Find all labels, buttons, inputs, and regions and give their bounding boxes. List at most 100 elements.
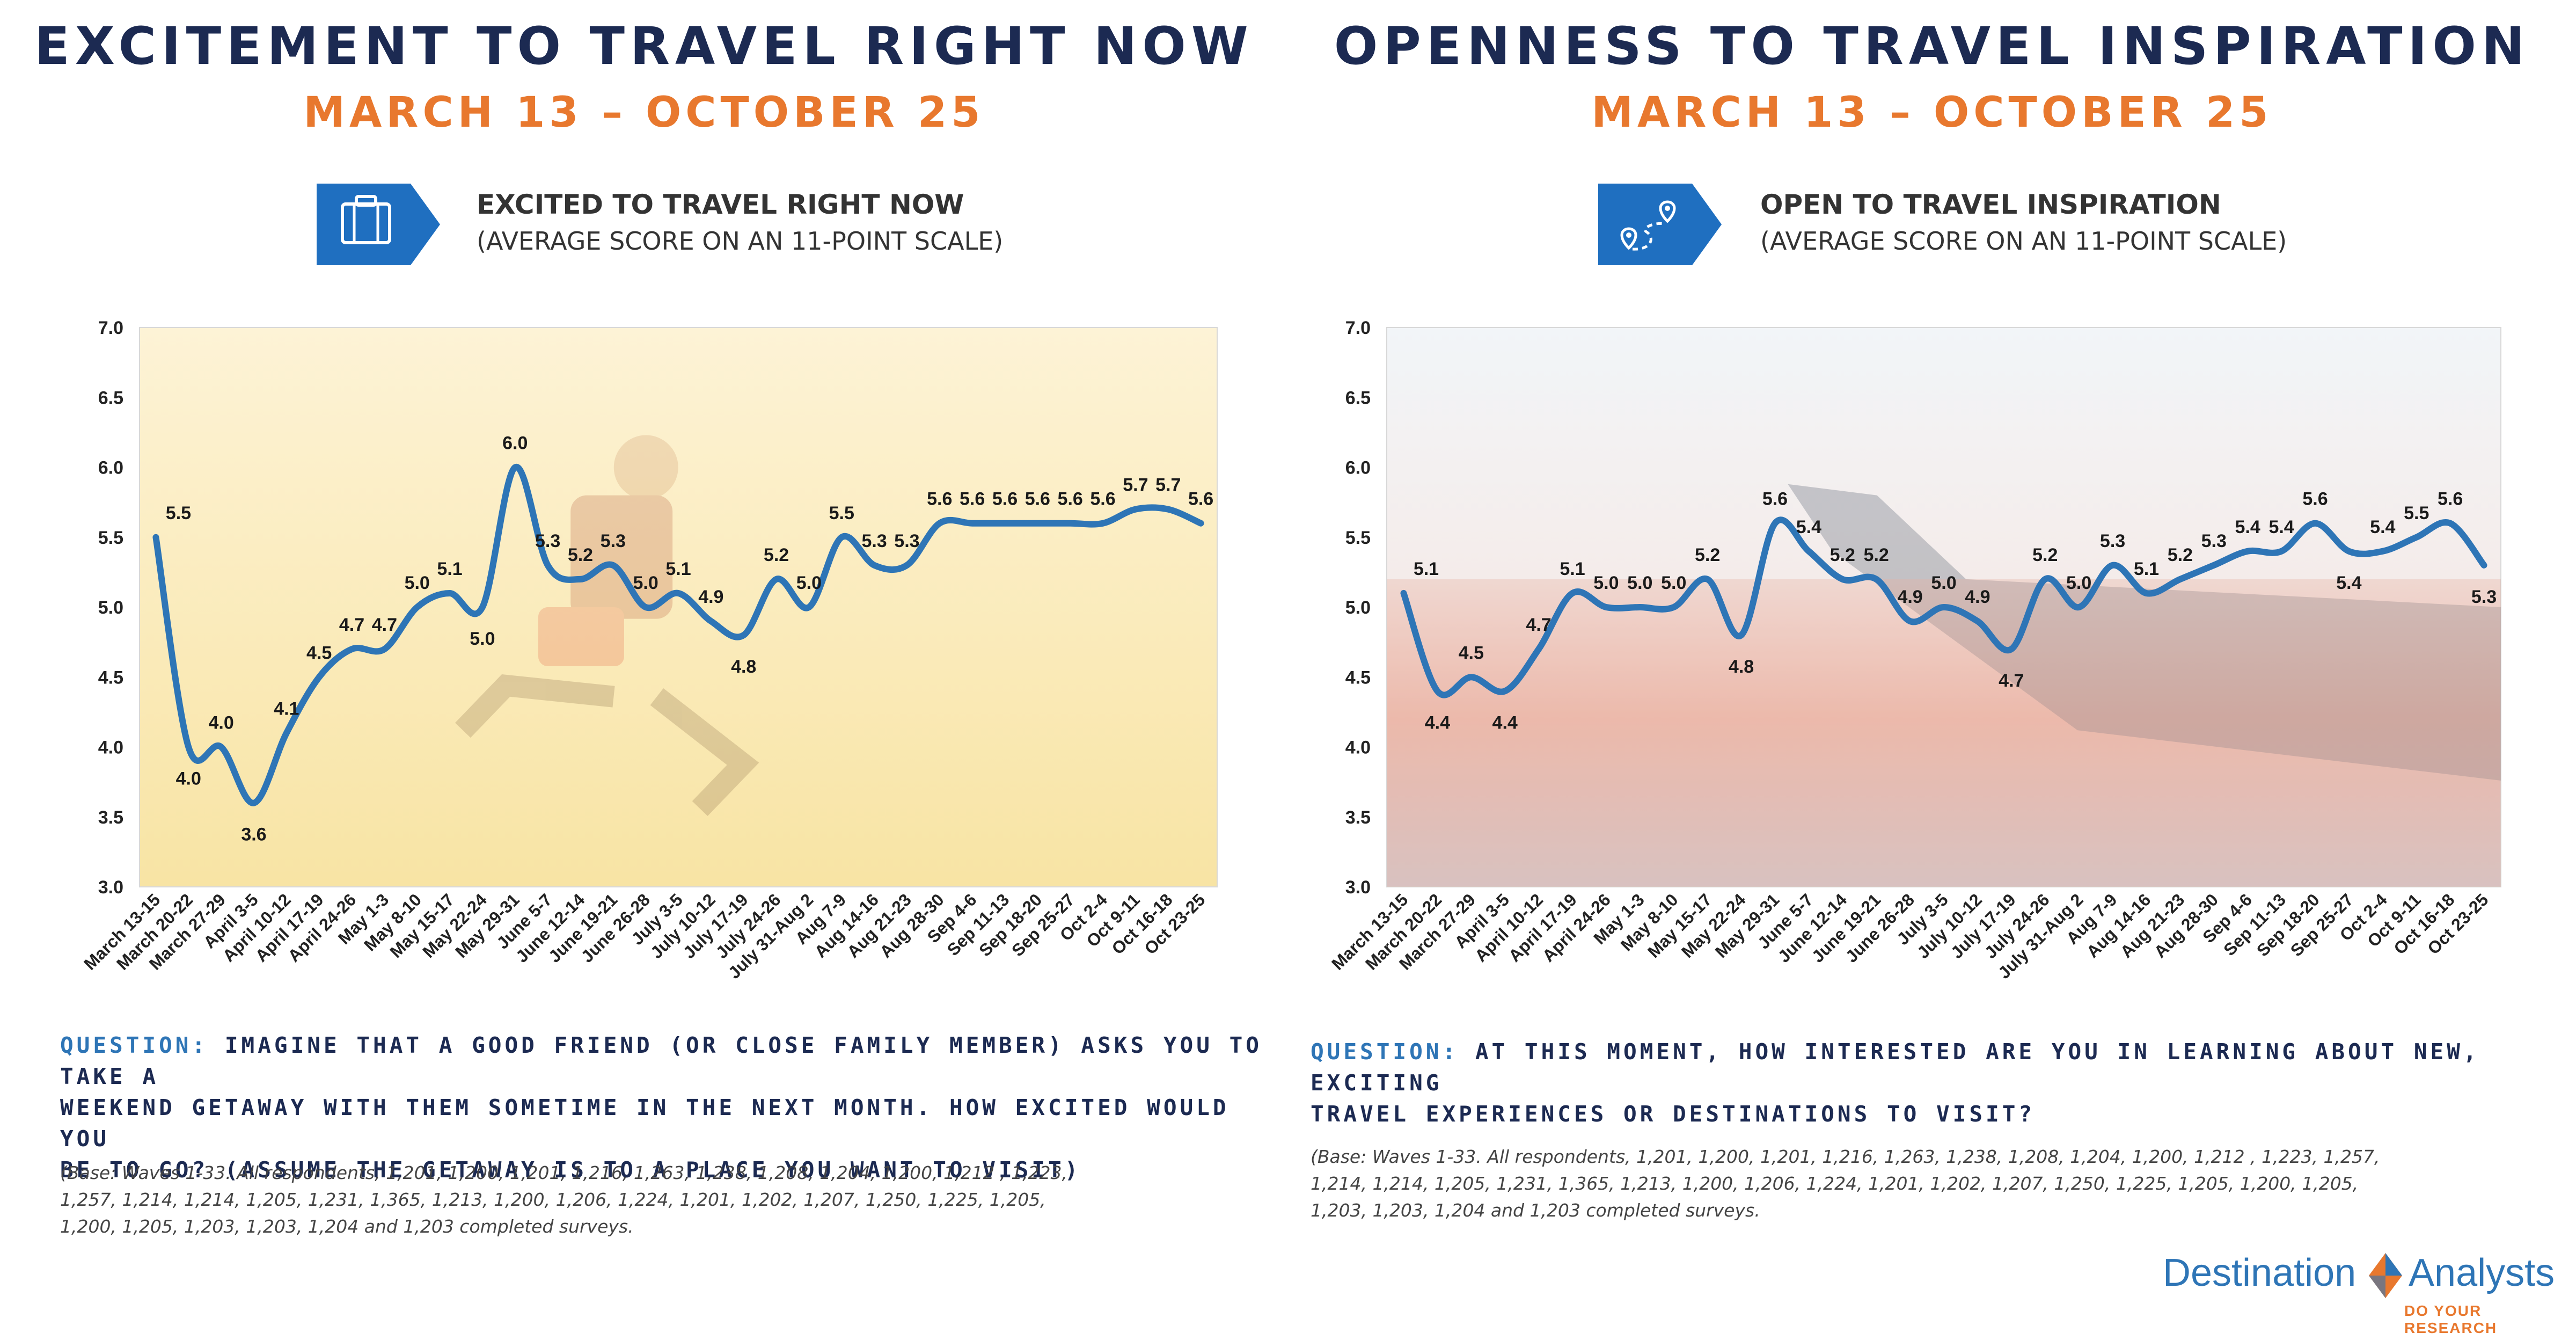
left-base-line-2: 1,200, 1,205, 1,203, 1,203, 1,204 and 1,… xyxy=(60,1216,634,1237)
left-base-line-0: (Base: Waves 1-33. All respondents, 1,20… xyxy=(60,1162,1068,1183)
left-data-label: 4.0 xyxy=(208,713,233,733)
right-data-label: 5.4 xyxy=(2336,573,2361,593)
left-data-label: 5.0 xyxy=(633,573,658,593)
right-data-label: 5.6 xyxy=(2302,489,2328,509)
left-data-label: 4.8 xyxy=(731,657,756,677)
right-base-line-0: (Base: Waves 1-33. All respondents, 1,20… xyxy=(1311,1146,2380,1167)
left-data-label: 5.3 xyxy=(601,531,626,551)
right-data-label: 5.6 xyxy=(2438,489,2463,509)
left-data-label: 4.9 xyxy=(698,587,723,607)
left-subtitle: MARCH 13 – OCTOBER 25 xyxy=(303,89,985,137)
right-title: OPENNESS TO TRAVEL INSPIRATION xyxy=(1334,16,2530,76)
left-data-label: 5.0 xyxy=(405,573,430,593)
left-data-label: 5.2 xyxy=(764,545,789,565)
airplane-wing-photo xyxy=(1387,484,2501,887)
right-data-label: 5.4 xyxy=(2235,517,2260,537)
right-badge-subtitle: (AVERAGE SCORE ON AN 11-POINT SCALE) xyxy=(1760,227,2287,256)
left-question-line-2: BE TO GO? (ASSUME THE GETAWAY IS TO A PL… xyxy=(60,1157,1081,1183)
jumping-traveler-photo xyxy=(455,435,759,816)
right-question-text-0: AT THIS MOMENT, HOW INTERESTED ARE YOU I… xyxy=(1311,1039,2480,1096)
right-base-line-2: 1,203, 1,203, 1,204 and 1,203 completed … xyxy=(1311,1200,1760,1221)
right-data-label: 5.0 xyxy=(1661,573,1686,593)
left-y-tick-label: 3.5 xyxy=(98,807,123,828)
right-y-tick-label: 6.0 xyxy=(1345,458,1371,478)
right-data-label: 5.4 xyxy=(2268,517,2294,537)
right-y-tick-label: 3.0 xyxy=(1345,877,1371,898)
left-data-label: 5.5 xyxy=(829,503,854,523)
right-data-label: 4.8 xyxy=(1729,657,1754,677)
right-question-line-1: TRAVEL EXPERIENCES OR DESTINATIONS TO VI… xyxy=(1311,1101,2036,1127)
left-question-text-0: IMAGINE THAT A GOOD FRIEND (OR CLOSE FAM… xyxy=(60,1032,1262,1089)
left-data-label: 5.6 xyxy=(1188,489,1213,509)
left-badge-subtitle: (AVERAGE SCORE ON AN 11-POINT SCALE) xyxy=(477,227,1004,256)
right-data-label: 5.2 xyxy=(1830,545,1855,565)
right-subtitle: MARCH 13 – OCTOBER 25 xyxy=(1591,89,2273,137)
right-data-label: 5.2 xyxy=(2168,545,2193,565)
right-data-label: 5.0 xyxy=(1627,573,1652,593)
left-plot-background xyxy=(139,327,1218,887)
left-data-label: 5.7 xyxy=(1123,475,1148,496)
left-y-tick-label: 4.0 xyxy=(98,738,123,758)
left-data-label: 5.3 xyxy=(861,531,887,551)
right-question-line-0: QUESTION: AT THIS MOMENT, HOW INTERESTED… xyxy=(1311,1036,2576,1098)
right-y-tick-label: 3.5 xyxy=(1345,807,1371,828)
right-data-label: 5.2 xyxy=(1864,545,1889,565)
right-y-tick-label: 6.5 xyxy=(1345,388,1371,408)
right-data-label: 5.2 xyxy=(2032,545,2058,565)
left-data-label: 4.7 xyxy=(372,615,397,635)
left-data-label: 5.6 xyxy=(1090,489,1115,509)
left-data-label: 5.3 xyxy=(894,531,919,551)
right-data-label: 5.2 xyxy=(1695,545,1720,565)
left-data-label: 5.0 xyxy=(796,573,822,593)
logo-tagline: DO YOUR RESEARCH xyxy=(2404,1302,2498,1336)
right-data-label: 5.3 xyxy=(2100,531,2125,551)
left-question-line-0: QUESTION: IMAGINE THAT A GOOD FRIEND (OR… xyxy=(60,1030,1288,1092)
right-data-label: 5.5 xyxy=(2404,503,2429,523)
left-data-label: 5.0 xyxy=(470,629,495,649)
right-data-label: 5.3 xyxy=(2201,531,2227,551)
right-base-note: (Base: Waves 1-33. All respondents, 1,20… xyxy=(1311,1144,2380,1224)
right-data-label: 5.3 xyxy=(2471,587,2497,607)
left-data-label: 5.6 xyxy=(992,489,1018,509)
left-question: QUESTION: IMAGINE THAT A GOOD FRIEND (OR… xyxy=(60,1030,1288,1185)
left-y-tick-label: 3.0 xyxy=(98,877,123,898)
logo-word-destination: Destination xyxy=(2163,1251,2357,1294)
right-y-tick-label: 5.0 xyxy=(1345,598,1371,618)
right-badge-text: OPEN TO TRAVEL INSPIRATION (AVERAGE SCOR… xyxy=(1760,189,2287,256)
right-base-line-1: 1,214, 1,214, 1,205, 1,231, 1,365, 1,213… xyxy=(1311,1173,2359,1194)
right-y-tick-label: 5.5 xyxy=(1345,528,1371,548)
right-data-label: 4.7 xyxy=(1526,615,1551,635)
right-y-tick-label: 7.0 xyxy=(1345,318,1371,338)
left-y-tick-label: 5.5 xyxy=(98,528,123,548)
diamond-logo-icon xyxy=(2369,1253,2402,1298)
left-title: EXCITEMENT TO TRAVEL RIGHT NOW xyxy=(34,16,1254,76)
right-data-label: 5.0 xyxy=(1931,573,1956,593)
left-data-label: 5.5 xyxy=(166,503,191,523)
right-question-label: QUESTION: xyxy=(1311,1039,1459,1065)
right-data-label: 5.0 xyxy=(2066,573,2091,593)
right-series-line xyxy=(1400,516,2487,698)
right-data-label: 4.9 xyxy=(1965,587,1990,607)
right-data-label: 5.1 xyxy=(1414,559,1439,579)
right-badge-title: OPEN TO TRAVEL INSPIRATION xyxy=(1760,189,2221,220)
left-data-label: 4.0 xyxy=(176,769,201,789)
left-base-note: (Base: Waves 1-33. All respondents, 1,20… xyxy=(60,1160,1067,1240)
route-map-icon xyxy=(1598,184,1722,265)
right-data-label: 4.9 xyxy=(1897,587,1922,607)
right-data-label: 4.7 xyxy=(1999,671,2024,691)
left-data-label: 3.6 xyxy=(241,825,266,845)
logo-word-analysts: Analysts xyxy=(2409,1251,2555,1294)
left-question-label: QUESTION: xyxy=(60,1032,209,1058)
left-badge-text: EXCITED TO TRAVEL RIGHT NOW (AVERAGE SCO… xyxy=(477,189,1003,256)
left-base-line-1: 1,257, 1,214, 1,214, 1,205, 1,231, 1,365… xyxy=(60,1189,1046,1210)
left-data-label: 5.3 xyxy=(535,531,560,551)
left-y-tick-label: 7.0 xyxy=(98,318,123,338)
right-data-label: 5.4 xyxy=(2370,517,2395,537)
left-data-label: 5.2 xyxy=(568,545,593,565)
right-panel: OPENNESS TO TRAVEL INSPIRATION MARCH 13 … xyxy=(1288,0,2576,1340)
left-data-label: 4.5 xyxy=(306,643,332,663)
left-data-label: 5.6 xyxy=(927,489,952,509)
left-data-label: 5.6 xyxy=(1058,489,1083,509)
